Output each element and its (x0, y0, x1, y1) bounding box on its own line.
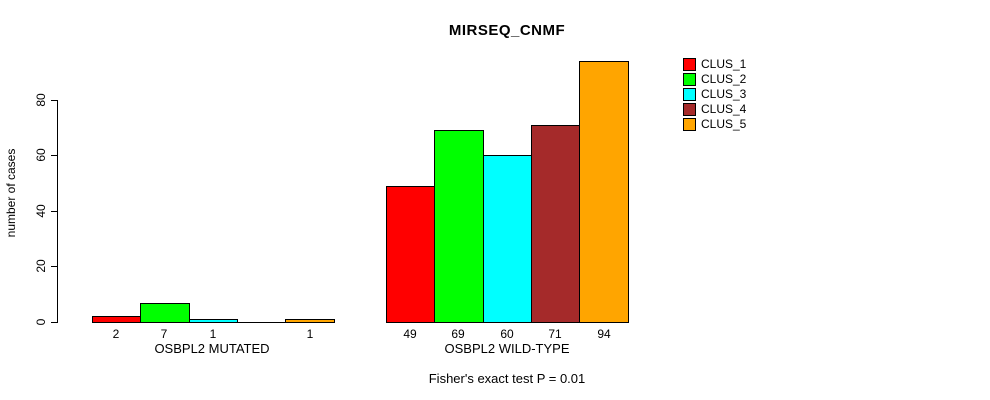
y-tick (51, 100, 57, 101)
legend-item: CLUS_2 (683, 73, 773, 87)
y-tick-label: 60 (34, 148, 48, 162)
group-label-wildtype: OSBPL2 WILD-TYPE (444, 341, 570, 356)
bar (285, 319, 335, 323)
group-label-mutated: OSBPL2 MUTATED (154, 341, 270, 356)
y-axis-line (57, 100, 58, 323)
legend-label: CLUS_1 (701, 57, 747, 71)
y-axis-label: number of cases (4, 148, 18, 238)
legend-swatch (683, 103, 696, 116)
bar (579, 61, 629, 323)
legend-item: CLUS_1 (683, 58, 773, 72)
y-tick (51, 322, 57, 323)
legend-label: CLUS_2 (701, 72, 747, 86)
fisher-test-note: Fisher's exact test P = 0.01 (428, 371, 586, 386)
y-tick (51, 211, 57, 212)
bar (434, 130, 484, 323)
legend-swatch (683, 88, 696, 101)
legend-label: CLUS_4 (701, 102, 747, 116)
bar-value-label: 94 (597, 327, 611, 341)
bar (189, 319, 238, 323)
legend-swatch (683, 58, 696, 71)
bar (386, 186, 435, 323)
legend-item: CLUS_5 (683, 118, 773, 132)
y-tick-label: 20 (34, 259, 48, 273)
bar (483, 155, 532, 323)
legend-item: CLUS_4 (683, 103, 773, 117)
bar-value-label: 49 (403, 327, 417, 341)
bar-value-label: 69 (451, 327, 465, 341)
bar-value-label: 1 (306, 327, 314, 341)
y-tick (51, 155, 57, 156)
bar (531, 125, 580, 323)
chart-title: MIRSEQ_CNMF (448, 22, 566, 39)
y-tick-label: 40 (34, 204, 48, 218)
bar (140, 303, 190, 323)
bar-value-label: 60 (500, 327, 514, 341)
bar-value-label: 2 (112, 327, 120, 341)
legend-label: CLUS_3 (701, 87, 747, 101)
y-tick (51, 266, 57, 267)
bar (92, 316, 141, 323)
legend-swatch (683, 118, 696, 131)
bar-value-label: 71 (548, 327, 562, 341)
legend-item: CLUS_3 (683, 88, 773, 102)
legend-swatch (683, 73, 696, 86)
bar-value-label: 7 (160, 327, 168, 341)
y-tick-label: 80 (34, 93, 48, 107)
bar-value-label: 1 (209, 327, 217, 341)
legend-label: CLUS_5 (701, 117, 747, 131)
y-tick-label: 0 (34, 318, 48, 326)
